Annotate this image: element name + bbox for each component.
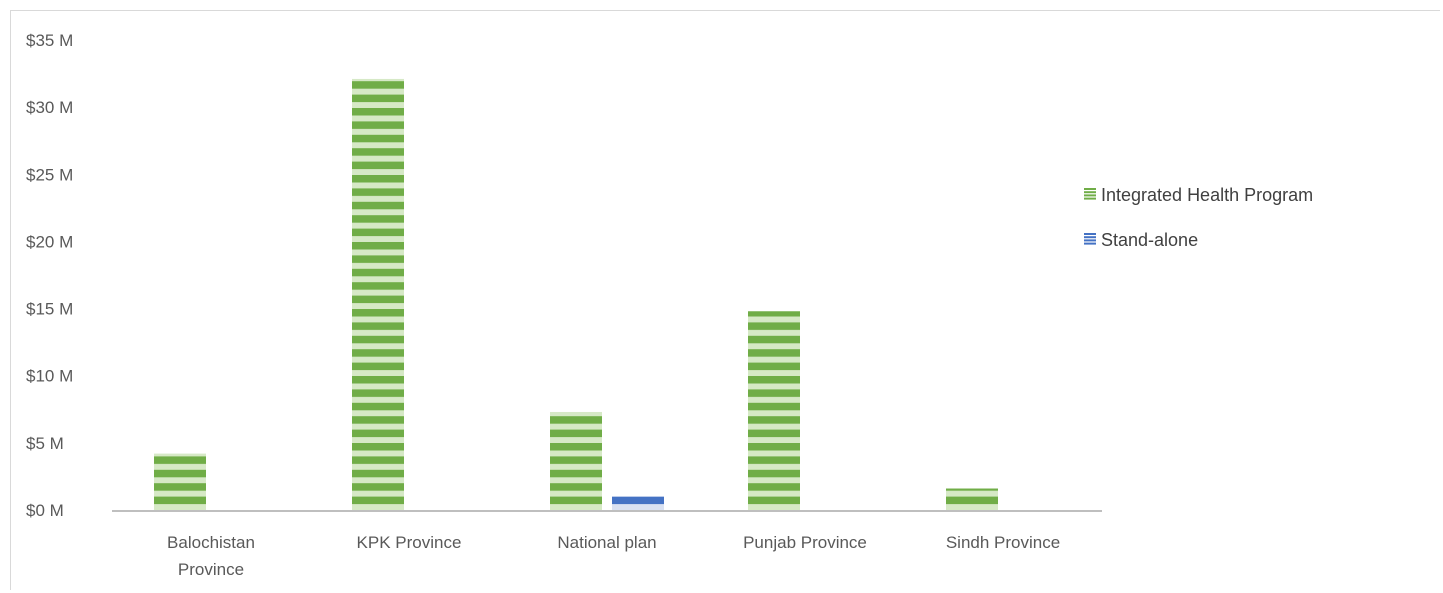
x-category-label: Punjab Province	[743, 533, 867, 552]
y-tick-label: $5 M	[26, 434, 64, 453]
y-tick-label: $15 M	[26, 300, 73, 319]
legend: Integrated Health Program Stand-alone	[1084, 185, 1313, 250]
y-axis-tick-labels: $0 M $5 M $10 M $15 M $20 M $25 M $30 M $35 M	[26, 31, 73, 520]
y-tick-label: $35 M	[26, 31, 73, 50]
bar-stand-alone	[612, 496, 664, 510]
bar-integrated	[748, 311, 800, 510]
x-axis-category-labels: Balochistan Province KPK Province National …	[167, 533, 1060, 579]
y-tick-label: $10 M	[26, 367, 73, 386]
x-category-label: National plan	[557, 533, 656, 552]
x-category-label: Balochistan	[167, 533, 255, 552]
y-tick-label: $30 M	[26, 98, 73, 117]
legend-label: Integrated Health Program	[1101, 185, 1313, 205]
y-tick-label: $0 M	[26, 501, 64, 520]
y-tick-label: $25 M	[26, 165, 73, 184]
legend-swatch	[1084, 188, 1096, 200]
x-category-label: Province	[178, 560, 244, 579]
x-category-label: KPK Province	[357, 533, 462, 552]
bar-integrated	[946, 488, 998, 510]
chart-frame	[10, 10, 1440, 590]
bar-integrated	[154, 453, 206, 510]
bars	[154, 78, 998, 510]
y-tick-label: $20 M	[26, 232, 73, 251]
legend-label: Stand-alone	[1101, 230, 1198, 250]
bar-integrated	[550, 411, 602, 510]
legend-swatch	[1084, 233, 1096, 245]
x-category-label: Sindh Province	[946, 533, 1060, 552]
bar-integrated	[352, 78, 404, 510]
